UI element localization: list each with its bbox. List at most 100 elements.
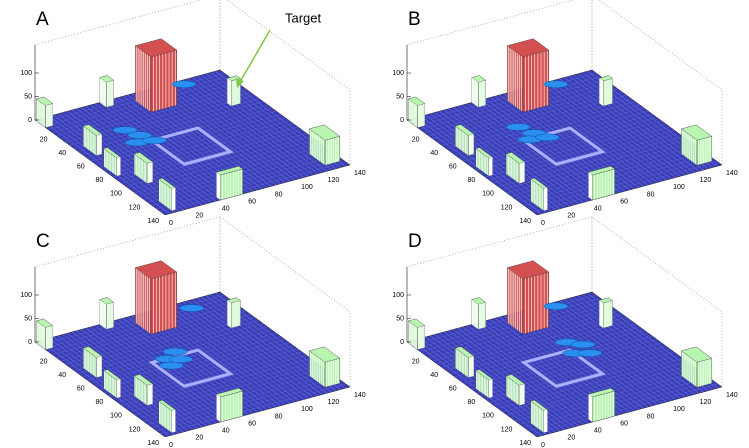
y-tick-label: 60 [77,164,85,171]
blob [506,124,530,131]
z-tick-label: 0 [28,117,32,124]
z-tick-label: 50 [24,315,32,322]
z-tick-label: 0 [400,339,404,346]
y-tick-label: 60 [449,164,457,171]
tower [151,50,177,112]
y-tick-label: 120 [501,204,513,211]
x-tick-label: 60 [620,198,628,205]
wall [325,358,340,387]
panel: 0 50 100 20 40 60 80 100 120 140 0 20 40 60 80 100 120 14… [20,217,365,448]
blob [163,348,187,355]
x-tick-label: 0 [169,442,173,448]
z-tick-label: 50 [24,93,32,100]
blob [159,362,183,369]
y-tick-label: 120 [129,426,141,433]
x-tick-label: 140 [354,392,366,399]
y-tick-label: 140 [147,218,159,225]
annotation-arrow [240,30,270,82]
y-tick-label: 20 [412,136,420,143]
y-tick-label: 140 [519,218,531,225]
x-tick-label: 120 [700,399,712,406]
y-tick-label: 100 [110,413,122,420]
blob [536,134,560,141]
y-tick-label: 140 [147,440,159,447]
x-tick-label: 20 [567,213,575,220]
y-tick-label: 120 [129,204,141,211]
y-tick-label: 60 [449,386,457,393]
y-tick-label: 120 [501,426,513,433]
wall [697,358,712,387]
y-tick-label: 60 [77,386,85,393]
x-tick-label: 100 [673,184,685,191]
y-tick-label: 100 [110,191,122,198]
blob [169,356,193,363]
x-tick-label: 40 [222,206,230,213]
x-tick-label: 80 [647,191,655,198]
y-tick-label: 40 [58,372,66,379]
x-tick-label: 20 [567,435,575,442]
y-tick-label: 100 [482,191,494,198]
panel-label: B [408,9,421,30]
x-tick-label: 120 [328,177,340,184]
z-tick-label: 100 [20,70,32,77]
x-tick-label: 120 [700,177,712,184]
z-tick-label: 100 [20,292,32,299]
tower [135,46,151,112]
x-tick-label: 20 [195,213,203,220]
y-tick-label: 100 [482,413,494,420]
figure: 0 50 100 20 40 60 80 100 120 140 0 20 40 60 80 100 120 14… [0,0,749,448]
x-tick-label: 40 [594,206,602,213]
x-tick-label: 60 [248,420,256,427]
z-tick-label: 50 [396,93,404,100]
x-tick-label: 0 [541,220,545,227]
tower [523,50,549,112]
panel-label: D [408,231,422,252]
y-tick-label: 80 [467,399,475,406]
tower [135,268,151,334]
x-tick-label: 140 [354,170,366,177]
y-tick-label: 40 [58,150,66,157]
x-tick-label: 120 [328,399,340,406]
x-tick-label: 100 [301,184,313,191]
tower [151,272,177,334]
x-tick-label: 20 [195,435,203,442]
tower [507,46,523,112]
y-tick-label: 40 [430,150,438,157]
x-tick-label: 0 [541,442,545,448]
blob [172,81,196,88]
blob [578,350,602,357]
x-tick-label: 40 [222,428,230,435]
blob [544,303,568,310]
y-tick-label: 20 [412,358,420,365]
x-tick-label: 100 [673,406,685,413]
x-tick-label: 100 [301,406,313,413]
x-tick-label: 80 [647,413,655,420]
blob [544,81,568,88]
y-tick-label: 20 [40,358,48,365]
x-tick-label: 80 [275,413,283,420]
y-tick-label: 80 [95,399,103,406]
z-tick-label: 100 [392,70,404,77]
panel-label: A [36,9,49,30]
z-tick-label: 50 [396,315,404,322]
blob [180,305,204,312]
z-tick-label: 0 [28,339,32,346]
x-tick-label: 60 [248,198,256,205]
tower [523,272,549,334]
tower [507,268,523,334]
y-tick-label: 20 [40,136,48,143]
x-tick-label: 60 [620,420,628,427]
panel-label: C [36,231,50,252]
wall [325,136,340,165]
blob [571,341,595,348]
x-tick-label: 0 [169,220,173,227]
y-tick-label: 140 [519,440,531,447]
z-tick-label: 0 [400,117,404,124]
x-tick-label: 40 [594,428,602,435]
x-tick-label: 140 [726,392,738,399]
z-tick-label: 100 [392,292,404,299]
y-tick-label: 80 [467,177,475,184]
